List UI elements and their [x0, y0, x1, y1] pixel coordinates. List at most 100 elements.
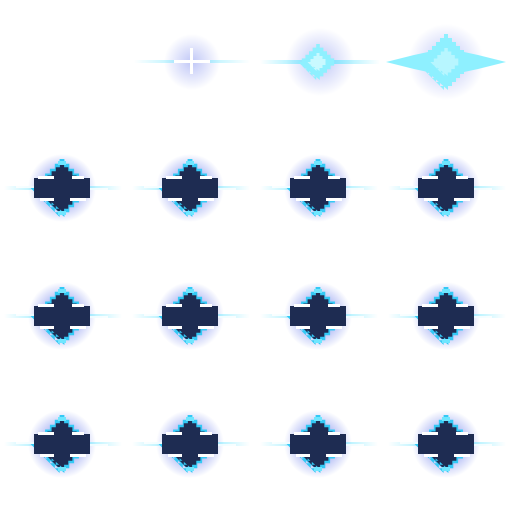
- energy-core-sprite: [4, 282, 122, 350]
- core-highlight-bottom: [296, 326, 310, 329]
- core-accent-bottom: [442, 339, 450, 343]
- beam-highlight-left: [400, 314, 430, 316]
- energy-core-sprite: [388, 154, 506, 222]
- sprite-frame-1: [0, 0, 128, 128]
- beam-highlight-left: [144, 442, 174, 444]
- sprite-frame-12: [384, 256, 512, 384]
- sprite-frame-5: [0, 128, 128, 256]
- beam-highlight-right: [206, 188, 236, 190]
- sprite-frame-graphic: [0, 0, 128, 128]
- core-accent-bottom: [58, 467, 66, 471]
- sprite-frame-4: [384, 0, 512, 128]
- sprite-frame-graphic: [388, 410, 506, 478]
- core-wings: [34, 306, 90, 326]
- beam-highlight-right: [78, 444, 108, 446]
- core-highlight-bottom: [40, 198, 54, 201]
- core-highlight-top: [294, 432, 310, 435]
- sprite-frame-graphic: [388, 282, 506, 350]
- sprite-frame-graphic: [386, 24, 506, 100]
- core-highlight-top-right: [328, 432, 340, 435]
- sprite-frame-9: [0, 256, 128, 384]
- core-highlight-bottom: [296, 198, 310, 201]
- core-highlight-bottom: [168, 198, 182, 201]
- energy-core-sprite: [388, 282, 506, 350]
- energy-core-sprite: [4, 154, 122, 222]
- spark-wing-right: [464, 52, 506, 72]
- core-highlight-top-right: [72, 304, 84, 307]
- core-highlight-top: [422, 304, 438, 307]
- sprite-frame-graphic: [388, 154, 506, 222]
- core-highlight-top-right: [72, 176, 84, 179]
- sprite-frame-11: [256, 256, 384, 384]
- core-highlight-top: [166, 176, 182, 179]
- core-highlight-bottom-right: [454, 454, 470, 457]
- core-highlight-top: [38, 304, 54, 307]
- spark-diamond-core: [430, 48, 462, 76]
- core-wings: [418, 306, 474, 326]
- sprite-frame-graphic: [260, 28, 380, 96]
- core-accent-top: [442, 417, 450, 421]
- beam-highlight-right: [78, 316, 108, 318]
- beam-highlight-right: [462, 444, 492, 446]
- core-accent-top: [442, 161, 450, 165]
- core-accent-top: [186, 289, 194, 293]
- core-highlight-bottom: [424, 198, 438, 201]
- core-wings: [162, 434, 218, 454]
- beam-highlight-right: [206, 316, 236, 318]
- core-highlight-bottom: [424, 326, 438, 329]
- beam-highlight-left: [400, 442, 430, 444]
- core-accent-bottom: [314, 339, 322, 343]
- beam-highlight-right: [334, 188, 364, 190]
- core-wings: [418, 178, 474, 198]
- core-highlight-top-right: [456, 304, 468, 307]
- sprite-frame-7: [256, 128, 384, 256]
- core-highlight-bottom-right: [198, 326, 214, 329]
- core-accent-top: [58, 417, 66, 421]
- beam-highlight-right: [78, 188, 108, 190]
- spark-diamond-core: [307, 53, 329, 71]
- sprite-frame-graphic: [132, 282, 250, 350]
- core-highlight-top-right: [72, 432, 84, 435]
- core-highlight-top: [38, 432, 54, 435]
- core-highlight-top: [294, 304, 310, 307]
- core-highlight-top-right: [328, 176, 340, 179]
- beam-highlight-left: [16, 186, 46, 188]
- core-accent-bottom: [58, 339, 66, 343]
- sprite-frame-graphic: [260, 154, 378, 222]
- core-highlight-bottom-right: [326, 326, 342, 329]
- core-accent-top: [314, 161, 322, 165]
- core-wings: [290, 178, 346, 198]
- beam-highlight-left: [272, 314, 302, 316]
- core-accent-top: [314, 417, 322, 421]
- core-highlight-top-right: [200, 176, 212, 179]
- core-accent-bottom: [186, 339, 194, 343]
- sprite-frame-graphic: [132, 154, 250, 222]
- core-accent-bottom: [186, 211, 194, 215]
- energy-core-sprite: [260, 154, 378, 222]
- energy-core-sprite: [388, 410, 506, 478]
- core-highlight-bottom-right: [454, 326, 470, 329]
- core-wings: [162, 306, 218, 326]
- core-wings: [290, 434, 346, 454]
- core-highlight-top: [422, 176, 438, 179]
- core-accent-bottom: [314, 467, 322, 471]
- core-highlight-bottom: [168, 326, 182, 329]
- core-accent-bottom: [442, 211, 450, 215]
- core-wings: [418, 434, 474, 454]
- spark-small-sprite: [260, 28, 380, 96]
- core-highlight-bottom-right: [454, 198, 470, 201]
- sprite-frame-graphic: [4, 154, 122, 222]
- core-accent-top: [314, 289, 322, 293]
- beam-highlight-right: [462, 188, 492, 190]
- sprite-frame-8: [384, 128, 512, 256]
- core-highlight-top-right: [456, 176, 468, 179]
- core-highlight-top: [422, 432, 438, 435]
- plus-vertical: [190, 48, 193, 74]
- core-accent-bottom: [186, 467, 194, 471]
- core-accent-top: [186, 161, 194, 165]
- beam-highlight-left: [272, 442, 302, 444]
- spark-plus-sprite: [134, 34, 250, 90]
- core-accent-top: [58, 289, 66, 293]
- core-highlight-bottom-right: [198, 198, 214, 201]
